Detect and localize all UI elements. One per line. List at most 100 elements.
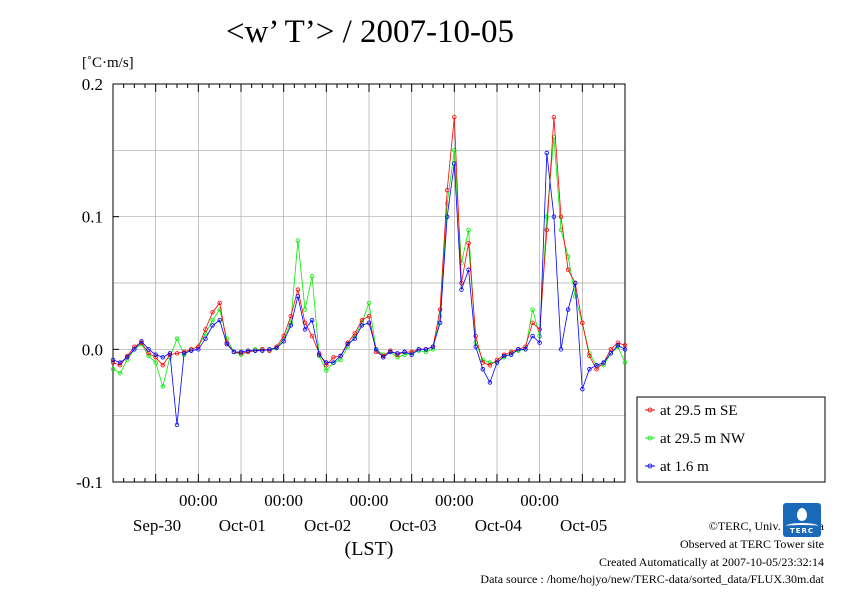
data-point: [523, 347, 528, 352]
x-tick-time-label: 00:00: [179, 491, 218, 510]
x-tick-date-label: Oct-03: [389, 516, 436, 535]
data-point: [509, 349, 514, 355]
data-point: [516, 347, 521, 352]
data-point: [160, 363, 165, 368]
data-point: [580, 386, 585, 392]
legend-label: at 29.5 m NW: [660, 431, 746, 447]
legend-swatch-marker: [647, 435, 653, 441]
legend-swatch-marker: [647, 463, 653, 469]
data-point: [373, 347, 379, 352]
data-point: [409, 349, 414, 355]
data-point: [117, 363, 123, 368]
data-point: [238, 352, 244, 357]
data-point: [217, 317, 222, 323]
data-point: [466, 240, 471, 246]
data-point: [480, 367, 485, 372]
data-point: [544, 214, 549, 219]
data-point: [509, 352, 514, 357]
y-tick-label: 0.1: [82, 208, 103, 227]
data-point: [117, 371, 123, 376]
data-point: [110, 357, 116, 363]
data-point: [537, 340, 542, 345]
x-tick-time-label: 00:00: [350, 491, 389, 510]
data-point: [267, 348, 272, 353]
data-point: [530, 333, 535, 339]
data-source-text: Data source : /home/hojyo/new/TERC-data/…: [480, 572, 824, 586]
data-point: [217, 300, 222, 306]
data-point: [309, 274, 315, 279]
data-point: [295, 294, 301, 299]
data-point: [352, 331, 357, 336]
data-point: [587, 353, 592, 359]
data-point: [359, 317, 365, 323]
data-point: [331, 355, 336, 360]
data-point: [331, 360, 336, 365]
data-point: [281, 339, 286, 344]
terc-logo: TERC: [783, 503, 821, 537]
data-point: [174, 351, 180, 356]
x-tick-time-label: 00:00: [435, 491, 474, 510]
x-tick-time-label: 00:00: [264, 491, 303, 510]
data-point: [601, 363, 606, 368]
data-point: [373, 349, 379, 355]
axis-ticks: 0.20.10.0-0.100:00Oct-0100:00Oct-0200:00…: [76, 75, 615, 535]
y-tick-label: 0.2: [82, 75, 103, 94]
data-point: [473, 344, 478, 349]
data-point: [487, 380, 493, 385]
data-point: [302, 327, 308, 332]
observed-site-text: Observed at TERC Tower site: [679, 537, 824, 551]
data-point: [366, 320, 372, 325]
x-tick-time-label: 00:00: [520, 491, 559, 510]
data-point: [317, 352, 322, 357]
data-point: [366, 300, 372, 306]
data-point: [338, 353, 343, 359]
data-point: [253, 348, 258, 353]
data-point: [309, 317, 315, 323]
data-point: [146, 353, 151, 359]
data-point: [245, 349, 251, 355]
data-point: [388, 349, 393, 355]
data-point: [174, 336, 180, 341]
series-layer: [110, 114, 628, 428]
data-point: [416, 347, 421, 352]
data-point: [302, 307, 308, 312]
data-point: [146, 347, 151, 352]
data-point: [395, 352, 400, 357]
grid-layer: [113, 84, 625, 482]
legend-label: at 29.5 m SE: [660, 403, 738, 419]
data-point: [160, 355, 165, 360]
x-axis-label: (LST): [345, 538, 394, 560]
data-point: [466, 227, 471, 233]
data-point: [452, 114, 457, 120]
data-point: [430, 344, 436, 349]
data-point: [501, 353, 507, 359]
data-point: [573, 294, 578, 299]
data-point: [153, 355, 158, 360]
data-point: [203, 327, 208, 332]
data-point: [110, 360, 116, 365]
data-point: [466, 267, 471, 272]
data-point: [580, 320, 585, 325]
data-point: [160, 384, 165, 389]
data-point: [181, 351, 187, 356]
data-point: [437, 307, 443, 312]
y-tick-label: 0.0: [82, 340, 103, 359]
data-point: [615, 343, 621, 348]
terc-logo-text: TERC: [789, 527, 815, 535]
data-point: [487, 360, 493, 365]
data-point: [594, 363, 599, 368]
data-point: [381, 355, 386, 360]
data-point: [281, 333, 286, 339]
data-point: [245, 348, 251, 353]
data-point: [359, 323, 365, 328]
data-point: [544, 150, 549, 156]
data-point: [445, 187, 450, 193]
data-point: [288, 313, 293, 319]
data-point: [253, 347, 258, 352]
data-point: [189, 347, 194, 352]
data-point: [423, 349, 429, 355]
data-point: [573, 280, 578, 286]
data-point: [452, 148, 457, 153]
data-point: [224, 341, 229, 347]
